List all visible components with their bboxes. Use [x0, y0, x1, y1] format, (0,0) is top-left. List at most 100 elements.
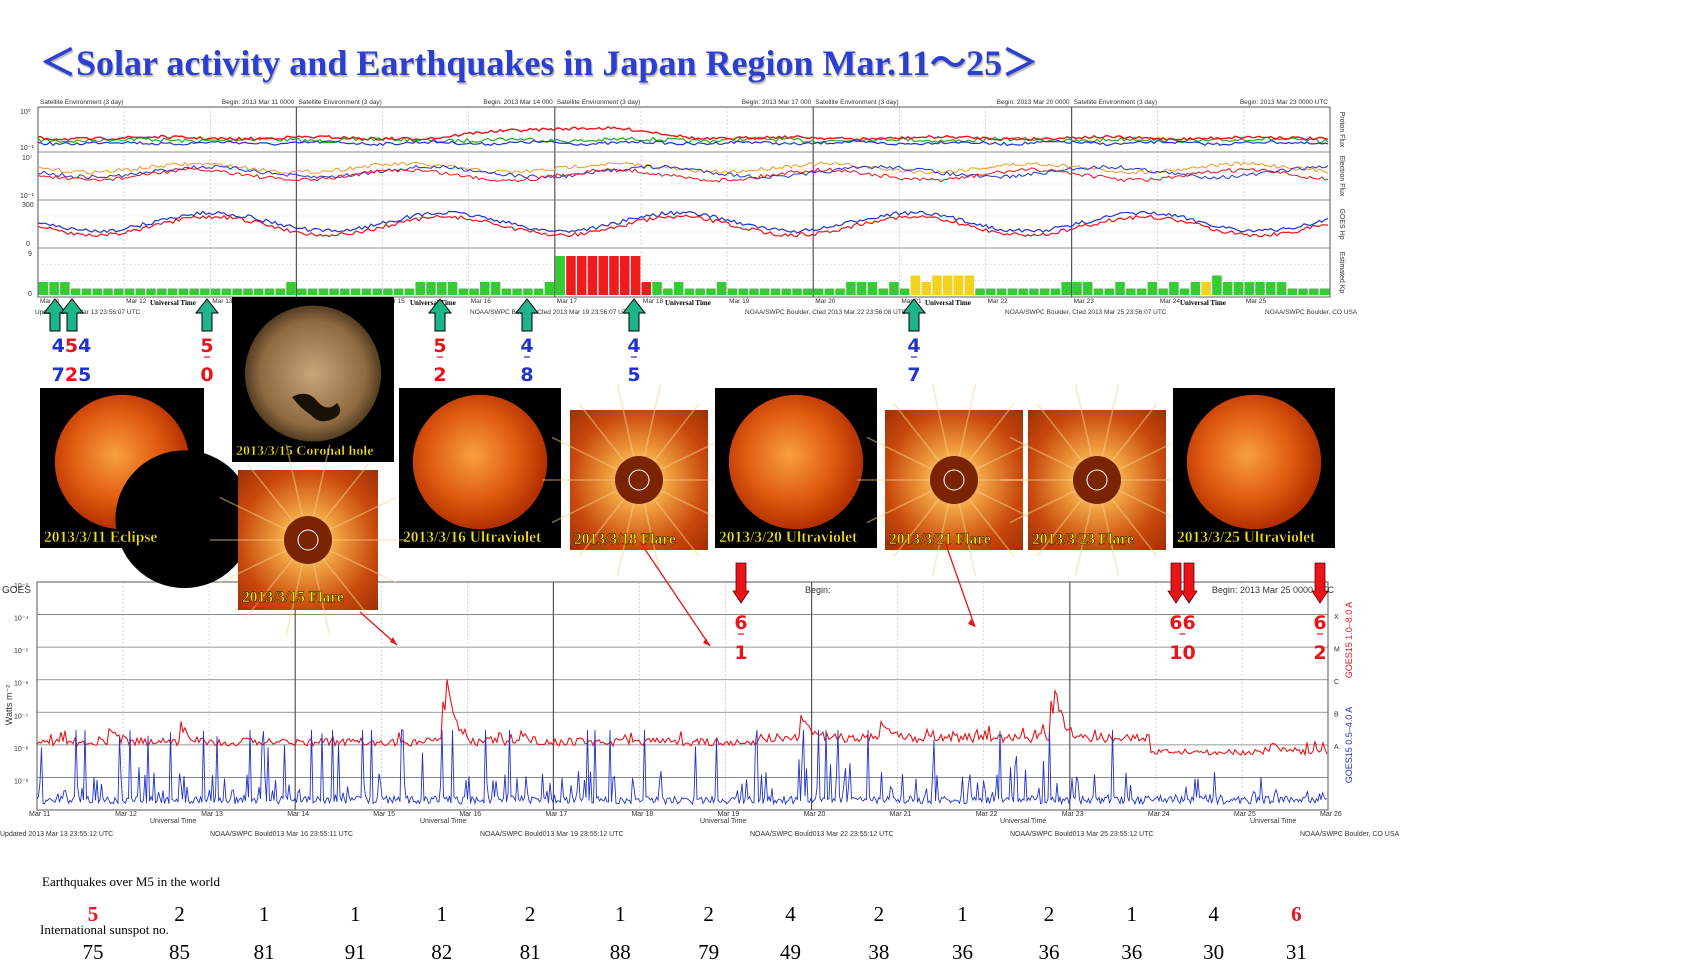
universal-time-label: Universal Time: [925, 299, 971, 307]
sunspot-number: 36: [1038, 940, 1060, 964]
japan-quake-arrow: [194, 298, 220, 332]
y-tick: 0: [26, 241, 30, 248]
image-caption: 2013/3/20 Ultraviolet: [719, 529, 858, 546]
kp-bar: [738, 288, 748, 295]
footer-text: NOAA/SWPC Boulder, CO USA: [1265, 309, 1358, 316]
day-label: Mar 25: [1234, 811, 1256, 818]
day-label: Mar 15: [373, 811, 395, 818]
universal-time-label: Universal Time: [410, 299, 456, 307]
day-label: Mar 20: [815, 298, 836, 305]
kp-bar: [221, 288, 232, 295]
kp-bar: [620, 256, 630, 295]
kp-bar: [167, 288, 178, 295]
kp-bar: [253, 288, 264, 295]
day-label: Mar 22: [987, 298, 1008, 305]
kp-bar: [576, 256, 587, 295]
flare-class-letter: C: [1334, 679, 1339, 686]
kp-bar: [630, 256, 641, 295]
kp-bar: [275, 288, 286, 295]
kp-bar: [533, 288, 544, 295]
image-caption: 2013/3/11 Eclipse: [44, 529, 157, 546]
kp-bar: [1093, 288, 1104, 295]
world-quake-count: 2: [524, 902, 536, 926]
sunspot-number: 75: [82, 940, 104, 964]
kp-bar: [1039, 288, 1050, 295]
sunspot-number: 30: [1203, 940, 1225, 964]
japan-quake-arrow: [514, 298, 540, 332]
japan-quake-magnitude: 66: [1169, 612, 1195, 634]
kp-bar: [458, 288, 469, 295]
kp-bar: [867, 282, 878, 295]
kp-bar: [103, 288, 113, 295]
kp-bar: [1298, 288, 1308, 295]
mag-digit: 2: [65, 364, 78, 386]
day-label: Mar 13: [212, 298, 233, 305]
kp-bar: [178, 288, 189, 295]
japan-quake-decimal: 1: [734, 642, 747, 664]
day-label: Mar 14: [287, 811, 309, 818]
kp-bar: [1115, 282, 1125, 295]
kp-bar: [1255, 282, 1265, 295]
day-label: Mar 16: [459, 811, 481, 818]
kp-bar: [996, 288, 1007, 295]
world-quake-count: 4: [1208, 902, 1219, 926]
day-label: Mar 20: [804, 811, 826, 818]
world-quake-count: 1: [350, 902, 361, 926]
page-title: ＜Solar activity and Earthquakes in Japan…: [40, 43, 1039, 83]
electron-trace-blue: [37, 164, 1329, 180]
y-tick: 10⁻¹: [20, 193, 34, 200]
footer-text: NOAA/SWPC Bould013 Mar 22 23:55:12 UTC: [750, 831, 894, 838]
y-tick-label: 10⁻⁹: [14, 778, 28, 785]
kp-bar: [749, 288, 759, 295]
sunspot-number: 91: [344, 940, 366, 964]
world-quake-count: 2: [174, 902, 185, 926]
goes-label: GOES: [2, 585, 31, 596]
kp-bar: [921, 282, 932, 295]
footer-text: NOAA/SWPC Boulder, Cted 2013 Mar 22 23:5…: [745, 309, 907, 316]
kp-bar: [1082, 282, 1093, 295]
kp-bar: [393, 288, 404, 295]
kp-bar: [1201, 282, 1211, 295]
kp-bar: [652, 282, 662, 295]
kp-bar: [189, 288, 199, 295]
image-caption: 2013/3/15 Coronal hole: [236, 444, 373, 459]
kp-bar: [1190, 282, 1201, 295]
sunspot-number: 36: [952, 940, 974, 964]
y-tick-label: 10⁻⁴: [14, 616, 29, 623]
side-axis-label: Proton Flux: [1338, 112, 1345, 148]
kp-bar: [986, 288, 996, 295]
world-earthquake-label: Earthquakes over M5 in the world: [42, 874, 220, 889]
sunspot-number: 49: [780, 940, 801, 964]
kp-bar: [716, 282, 727, 295]
japan-quake-magnitude: 6: [734, 612, 747, 634]
kp-bar: [113, 288, 124, 295]
kp-bar: [38, 282, 49, 295]
sun-outline: [628, 469, 650, 491]
kp-bar: [899, 288, 910, 295]
image-timestamp: 2013/03/15 06:24: [241, 603, 288, 609]
header-left: Satellite Environment (3 day): [298, 99, 381, 106]
proton-trace-blue: [37, 139, 1329, 147]
kp-bar: [1266, 282, 1276, 295]
occulter: [284, 516, 332, 564]
japan-quake-decimal: 7: [907, 364, 920, 386]
kp-bar: [81, 288, 92, 295]
mag-digit: 4: [78, 335, 91, 357]
world-quake-count: 2: [1043, 902, 1055, 926]
sun-outline: [297, 529, 319, 551]
world-quake-count: 6: [1291, 902, 1302, 926]
legend-blue: GOES15 0.5–4.0 A: [1344, 707, 1354, 784]
kp-bar: [598, 256, 609, 295]
kp-bar: [426, 282, 436, 295]
world-quake-count: 2: [703, 902, 714, 926]
japan-quake-decimal: 0: [200, 364, 213, 386]
kp-bar: [1072, 282, 1082, 295]
image-caption: 2013/3/16 Ultraviolet: [403, 529, 542, 546]
mag-digit: 4: [52, 335, 65, 357]
footer-text: NOAA/SWPC Bould013 Mar 19 23:55:12 UTC: [480, 831, 624, 838]
japan-quake-magnitude: 4: [627, 335, 640, 357]
flare-class-letter: B: [1334, 712, 1339, 719]
kp-bar: [1319, 288, 1330, 295]
kp-bar: [70, 288, 81, 295]
header-right: Begin: 2013 Mar 14 000: [483, 99, 553, 106]
